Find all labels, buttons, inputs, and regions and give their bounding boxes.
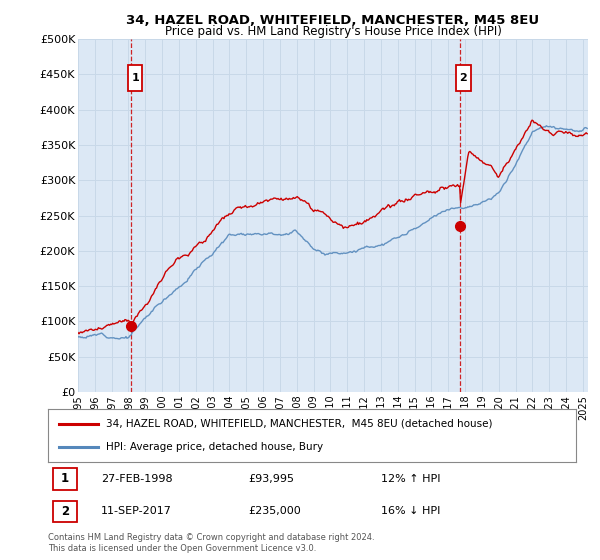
Text: 1: 1 [131,73,139,83]
Text: 11-SEP-2017: 11-SEP-2017 [101,506,172,516]
Text: 16% ↓ HPI: 16% ↓ HPI [380,506,440,516]
Text: 27-FEB-1998: 27-FEB-1998 [101,474,172,484]
FancyBboxPatch shape [128,65,142,91]
Text: 12% ↑ HPI: 12% ↑ HPI [380,474,440,484]
FancyBboxPatch shape [53,468,77,489]
Text: HPI: Average price, detached house, Bury: HPI: Average price, detached house, Bury [106,442,323,452]
Text: 2: 2 [460,73,467,83]
Text: 2: 2 [61,505,69,517]
FancyBboxPatch shape [457,65,470,91]
Text: £93,995: £93,995 [248,474,295,484]
Text: 34, HAZEL ROAD, WHITEFIELD, MANCHESTER,  M45 8EU (detached house): 34, HAZEL ROAD, WHITEFIELD, MANCHESTER, … [106,419,493,429]
FancyBboxPatch shape [53,501,77,522]
Text: 34, HAZEL ROAD, WHITEFIELD, MANCHESTER, M45 8EU: 34, HAZEL ROAD, WHITEFIELD, MANCHESTER, … [127,14,539,27]
Text: £235,000: £235,000 [248,506,301,516]
Text: Contains HM Land Registry data © Crown copyright and database right 2024.
This d: Contains HM Land Registry data © Crown c… [48,533,374,553]
Text: 1: 1 [61,473,69,486]
Text: Price paid vs. HM Land Registry's House Price Index (HPI): Price paid vs. HM Land Registry's House … [164,25,502,38]
